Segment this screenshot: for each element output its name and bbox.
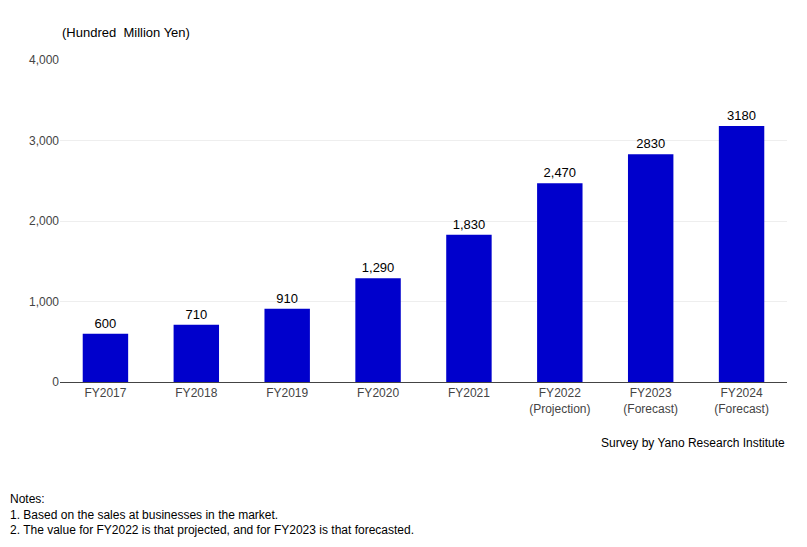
svg-text:3180: 3180 xyxy=(727,108,756,123)
svg-text:2,470: 2,470 xyxy=(544,165,577,180)
svg-text:FY2018: FY2018 xyxy=(175,386,217,400)
svg-text:FY2017: FY2017 xyxy=(84,386,126,400)
svg-text:0: 0 xyxy=(52,375,59,389)
svg-text:2,000: 2,000 xyxy=(29,214,59,228)
svg-text:1,290: 1,290 xyxy=(362,260,395,275)
svg-text:4,000: 4,000 xyxy=(29,53,59,67)
svg-text:3,000: 3,000 xyxy=(29,134,59,148)
svg-text:FY2022(Projection): FY2022(Projection) xyxy=(529,386,590,416)
svg-text:1,830: 1,830 xyxy=(453,217,486,232)
svg-text:600: 600 xyxy=(95,316,117,331)
svg-text:1,000: 1,000 xyxy=(29,295,59,309)
svg-text:FY2021: FY2021 xyxy=(448,386,490,400)
svg-text:Survey by Yano Research Instit: Survey by Yano Research Institute xyxy=(601,436,785,450)
svg-text:(Hundred Million Yen): (Hundred Million Yen) xyxy=(62,25,190,40)
svg-text:FY2024(Forecast): FY2024(Forecast) xyxy=(714,386,769,416)
svg-text:FY2019: FY2019 xyxy=(266,386,308,400)
svg-text:2830: 2830 xyxy=(636,136,665,151)
svg-text:FY2023(Forecast): FY2023(Forecast) xyxy=(623,386,678,416)
svg-text:FY2020: FY2020 xyxy=(357,386,399,400)
svg-text:710: 710 xyxy=(185,307,207,322)
svg-text:910: 910 xyxy=(276,291,298,306)
svg-text:Notes:1. Based on the sales at: Notes:1. Based on the sales at businesse… xyxy=(10,492,414,537)
